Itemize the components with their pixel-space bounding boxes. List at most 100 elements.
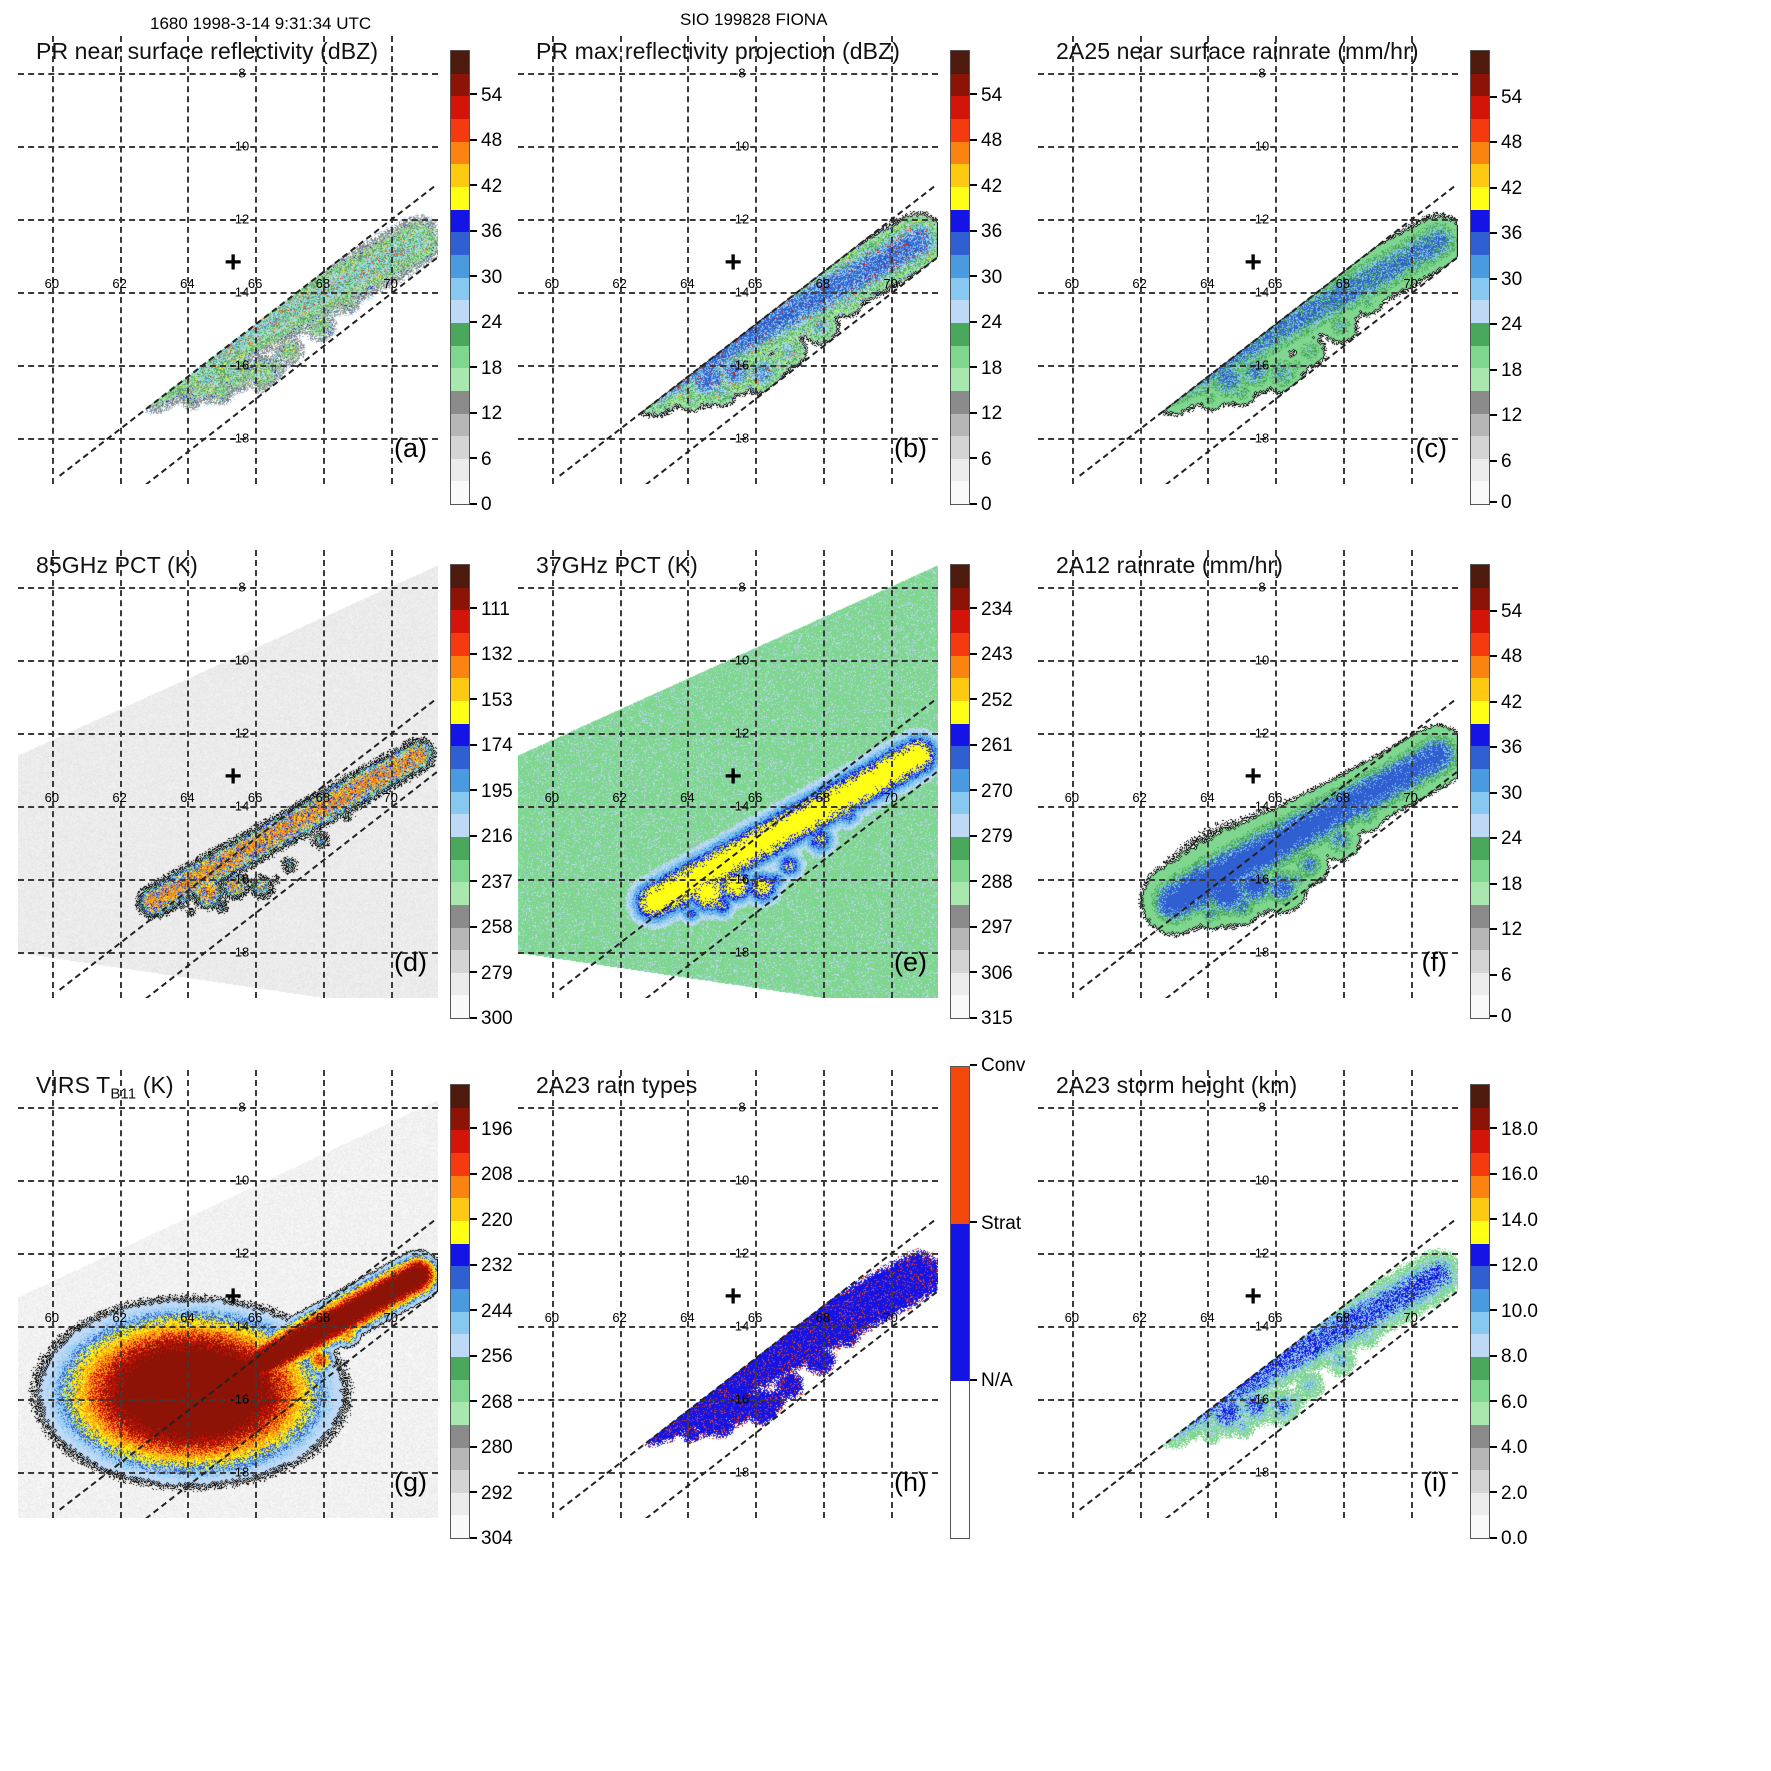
colorbar-tick: 54 xyxy=(1490,87,1522,109)
map-area: 60 62 64 66 68 70 -8 -10 -12 -14 -16 -18 + xyxy=(518,36,938,484)
colorbar-tick-mark xyxy=(1490,1400,1497,1403)
panel-letter: (f) xyxy=(1421,947,1447,977)
lat-tick-label: -14 xyxy=(1250,284,1270,300)
lat-tick-label: -16 xyxy=(730,1391,750,1407)
storm-center-marker: + xyxy=(724,1279,742,1313)
gridline-lon-66 xyxy=(1275,1070,1278,1518)
colorbar-tick-label: 252 xyxy=(981,689,1013,711)
gridline-lat--18 xyxy=(18,952,438,955)
colorbar-segment xyxy=(451,1107,469,1131)
panel-letter: (g) xyxy=(394,1467,427,1497)
colorbar-tick-label: 18 xyxy=(481,357,503,379)
colorbar-class-tick: N/A xyxy=(970,1370,1013,1392)
lon-tick-label: 70 xyxy=(883,1309,898,1325)
colorbar-tick-mark xyxy=(970,971,977,974)
lon-tick-label: 62 xyxy=(112,789,127,805)
colorbar-segment xyxy=(451,96,469,119)
colorbar-segment xyxy=(451,436,469,459)
colorbar-segment xyxy=(451,345,469,369)
colorbar-segment xyxy=(951,322,969,346)
gridline-lat--18 xyxy=(1038,952,1458,955)
gridline-lon-60 xyxy=(51,36,54,484)
colorbar-segment xyxy=(451,277,469,301)
colorbar-tick-label: 237 xyxy=(481,871,513,893)
lat-tick-label: -8 xyxy=(1254,65,1266,81)
colorbar-tick-mark xyxy=(970,457,977,460)
gridline-lat--8 xyxy=(1038,586,1458,589)
colorbar-tick: 6 xyxy=(470,449,492,471)
panel-letter: (h) xyxy=(894,1467,927,1497)
colorbar-tick-label: 270 xyxy=(981,780,1013,802)
gridline-lon-62 xyxy=(1139,1070,1142,1518)
gridline-lat--8 xyxy=(18,72,438,75)
colorbar-tick-mark xyxy=(470,1491,477,1494)
colorbar-tick: 297 xyxy=(970,917,1013,939)
colorbar-tick: 30 xyxy=(1490,269,1522,291)
colorbar-tick-label: 6 xyxy=(1501,964,1512,986)
colorbar-segment xyxy=(951,655,969,679)
colorbar xyxy=(950,564,970,1019)
map-area: 60 62 64 66 68 70 -8 -10 -12 -14 -16 -18 + xyxy=(18,36,438,484)
colorbar-tick-mark xyxy=(470,138,477,141)
colorbar xyxy=(450,1084,470,1539)
colorbar-segment xyxy=(1471,1107,1489,1131)
colorbar-class-label: Conv xyxy=(981,1055,1026,1076)
gridline-lat--14 xyxy=(1038,806,1458,809)
colorbar-segment xyxy=(1471,277,1489,301)
colorbar-tick: 0.0 xyxy=(1490,1528,1527,1550)
colorbar-segment xyxy=(1471,746,1489,769)
colorbar-tick-label: 42 xyxy=(481,175,503,197)
colorbar-segment xyxy=(451,254,469,278)
colorbar-tick-mark xyxy=(470,880,477,883)
lat-tick-label: -12 xyxy=(1250,211,1270,227)
colorbar-tick-label: 304 xyxy=(481,1528,513,1549)
colorbar-segment xyxy=(1471,436,1489,459)
data-layer xyxy=(518,550,938,998)
panel-c: 2A25 near surface rainrate (mm/hr) 60 62 64… xyxy=(1038,14,1522,513)
colorbar-segment xyxy=(1471,481,1489,504)
colorbar-segment xyxy=(951,791,969,815)
lon-tick-label: 62 xyxy=(1132,275,1147,291)
colorbar-class-tick: Strat xyxy=(970,1213,1021,1235)
colorbar xyxy=(1470,564,1490,1019)
lon-tick-label: 64 xyxy=(680,275,695,291)
lat-tick-label: -8 xyxy=(734,579,746,595)
gridline-lat--8 xyxy=(1038,1106,1458,1109)
colorbar-tick: 30 xyxy=(1490,783,1522,805)
colorbar-tick: 24 xyxy=(970,312,1002,334)
colorbar-tick-mark xyxy=(470,320,477,323)
gridline-lat--14 xyxy=(18,1326,438,1329)
colorbar-tick-mark xyxy=(470,1309,477,1312)
map-area: 60 62 64 66 68 70 -8 -10 -12 -14 -16 -18 + xyxy=(1038,1070,1458,1518)
colorbar-tick-mark xyxy=(970,1221,977,1224)
lon-tick-label: 62 xyxy=(112,1309,127,1325)
colorbar-tick-label: 48 xyxy=(1501,646,1523,668)
colorbar-segment xyxy=(951,587,969,611)
colorbar-tick: 12 xyxy=(1490,405,1522,427)
lon-tick-label: 62 xyxy=(612,275,627,291)
colorbar-segment xyxy=(451,413,469,437)
lon-tick-label: 62 xyxy=(612,1309,627,1325)
colorbar-segment xyxy=(451,322,469,346)
colorbar-tick-label: 48 xyxy=(481,130,503,151)
colorbar-tick: 111 xyxy=(470,599,510,621)
colorbar-segment xyxy=(451,632,469,656)
colorbar-segment xyxy=(951,950,969,973)
colorbar-segment xyxy=(451,1288,469,1312)
panel-b: PR max reflectivity projection (dBZ) 60 62… xyxy=(518,14,1002,515)
colorbar-tick-label: 54 xyxy=(981,84,1003,106)
lat-tick-label: -10 xyxy=(1250,138,1270,154)
colorbar-segment xyxy=(1471,1424,1489,1448)
lon-tick-label: 64 xyxy=(680,1309,695,1325)
colorbar-tick: 12 xyxy=(470,403,502,425)
gridline-lat--16 xyxy=(1038,1399,1458,1402)
gridline-lat--12 xyxy=(518,1252,938,1255)
colorbar-segment xyxy=(451,118,469,142)
colorbar-segment xyxy=(451,1130,469,1153)
colorbar-tick: 30 xyxy=(470,267,502,289)
gridline-lon-68 xyxy=(1342,1070,1345,1518)
colorbar-tick-mark xyxy=(970,698,977,701)
colorbar xyxy=(1470,50,1490,505)
lat-tick-label: -18 xyxy=(1250,944,1270,960)
